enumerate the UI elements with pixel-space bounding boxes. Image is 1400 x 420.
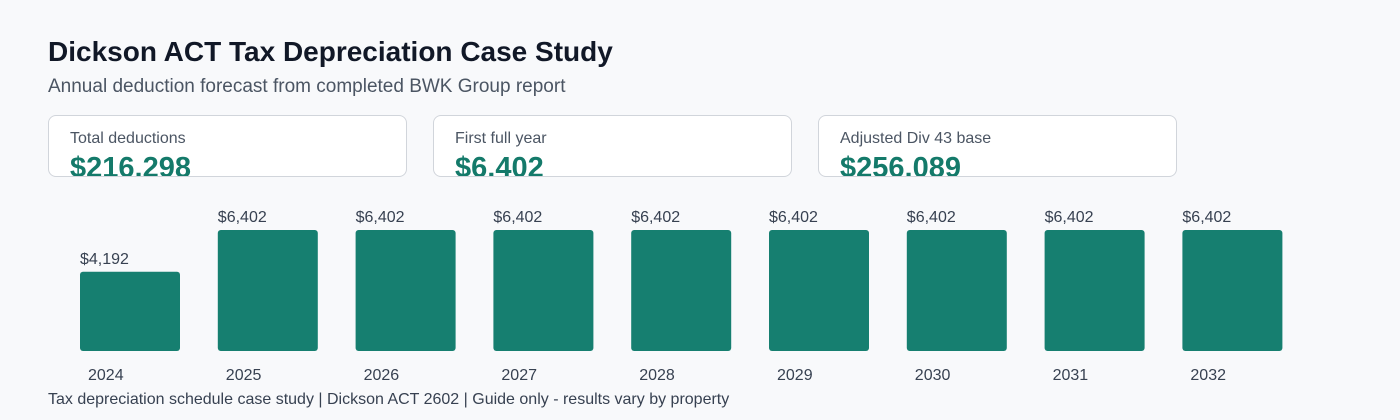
x-tick-label-2025: 2025 bbox=[226, 367, 262, 384]
footer-note: Tax depreciation schedule case study | D… bbox=[48, 391, 730, 408]
bar-2032 bbox=[1182, 230, 1283, 351]
data-label-2031: $6,402 bbox=[1045, 209, 1094, 226]
data-label-2030: $6,402 bbox=[907, 209, 956, 226]
bar-2024 bbox=[80, 271, 180, 351]
bar-2031 bbox=[1044, 230, 1145, 351]
data-label-2025: $6,402 bbox=[218, 209, 267, 226]
bar-2030 bbox=[906, 230, 1007, 351]
page-title: Dickson ACT Tax Depreciation Case Study bbox=[48, 36, 613, 67]
data-label-2029: $6,402 bbox=[769, 209, 818, 226]
data-label-2032: $6,402 bbox=[1182, 209, 1231, 226]
x-tick-label-2027: 2027 bbox=[501, 367, 537, 384]
data-label-2026: $6,402 bbox=[356, 209, 405, 226]
data-label-2024: $4,192 bbox=[80, 251, 129, 268]
bar-2028 bbox=[631, 230, 732, 351]
data-label-2027: $6,402 bbox=[493, 209, 542, 226]
stat-value: $216,298 bbox=[70, 152, 191, 177]
stat-label: Adjusted Div 43 base bbox=[840, 130, 992, 147]
stat-card-adjusted-div-43-base: Adjusted Div 43 base $256,089 bbox=[818, 115, 1177, 177]
x-tick-label-2028: 2028 bbox=[639, 367, 675, 384]
stat-label: Total deductions bbox=[70, 130, 186, 147]
x-tick-label-2024: 2024 bbox=[88, 367, 124, 384]
page-subtitle: Annual deduction forecast from completed… bbox=[48, 76, 566, 97]
stat-value: $6,402 bbox=[455, 152, 544, 177]
bar-2029 bbox=[769, 230, 869, 351]
x-tick-label-2030: 2030 bbox=[915, 367, 951, 384]
stat-value: $256,089 bbox=[840, 152, 961, 177]
x-tick-label-2026: 2026 bbox=[364, 367, 400, 384]
stat-card-total-deductions: Total deductions $216,298 bbox=[48, 115, 407, 177]
bar-2026 bbox=[355, 230, 456, 351]
bar-2027 bbox=[493, 230, 594, 351]
stat-card-first-full-year: First full year $6,402 bbox=[433, 115, 792, 177]
data-label-2028: $6,402 bbox=[631, 209, 680, 226]
x-tick-label-2031: 2031 bbox=[1053, 367, 1089, 384]
x-tick-label-2029: 2029 bbox=[777, 367, 813, 384]
bar-2025 bbox=[217, 230, 318, 351]
x-tick-label-2032: 2032 bbox=[1190, 367, 1226, 384]
stat-label: First full year bbox=[455, 130, 547, 147]
